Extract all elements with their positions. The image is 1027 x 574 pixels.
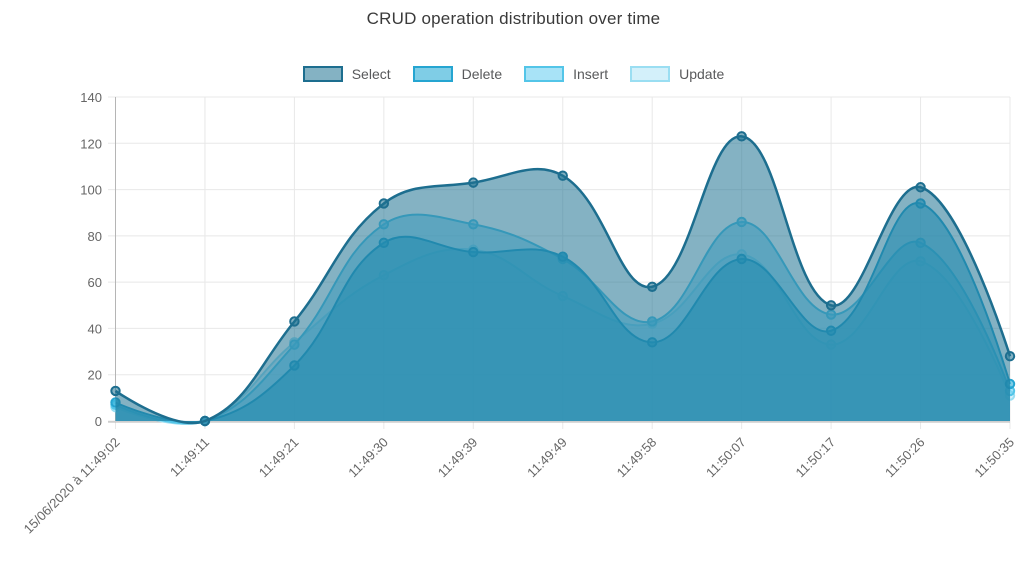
data-point-select[interactable] [825, 300, 837, 311]
x-tick-label: 15/06/2020 à 11:49:02 [21, 435, 123, 537]
legend-swatch-delete [412, 66, 453, 82]
legend-item-insert[interactable]: Insert [524, 66, 608, 82]
x-tick-label: 11:49:49 [524, 435, 570, 481]
y-tick-label: 0 [95, 414, 102, 429]
x-tick-label: 11:50:07 [703, 435, 749, 481]
legend-swatch-select [302, 66, 343, 82]
legend-label: Update [679, 66, 725, 82]
legend-item-update[interactable]: Update [630, 66, 724, 82]
x-tick-label: 11:50:35 [971, 435, 1017, 481]
x-tick-label: 11:50:17 [793, 435, 839, 481]
legend-label: Delete [461, 66, 503, 82]
x-tick-label: 11:50:26 [882, 435, 928, 481]
legend-item-select[interactable]: Select [302, 66, 391, 82]
y-tick-label: 80 [88, 229, 102, 244]
x-tick-label: 11:49:30 [345, 435, 391, 481]
chart-title: CRUD operation distribution over time [366, 9, 661, 28]
data-point-select[interactable] [557, 170, 568, 181]
y-axis-labels: 0 20 40 60 80 100 120 140 [80, 90, 102, 429]
legend-swatch-insert [524, 66, 565, 82]
y-tick-label: 140 [80, 90, 102, 105]
data-point-select[interactable] [110, 385, 121, 397]
series-area-select [115, 136, 1010, 424]
x-axis-labels: 15/06/2020 à 11:49:02 11:49:11 11:49:21 11:… [21, 435, 1017, 537]
x-tick-label: 11:49:39 [435, 435, 481, 481]
x-tick-label: 11:49:58 [614, 435, 660, 481]
y-tick-label: 20 [88, 368, 102, 383]
data-point-select[interactable] [468, 177, 479, 188]
data-point-select[interactable] [647, 281, 658, 292]
y-tick-label: 100 [80, 183, 102, 198]
x-tick-label: 11:49:11 [167, 435, 212, 480]
y-tick-label: 60 [88, 275, 102, 290]
x-tick-label: 11:49:21 [256, 435, 302, 481]
y-tick-label: 120 [80, 136, 102, 151]
legend-label: Insert [573, 66, 609, 82]
data-point-select[interactable] [1004, 351, 1016, 362]
y-tick-label: 40 [88, 321, 102, 336]
plot-area [110, 131, 1016, 427]
data-point-select[interactable] [915, 182, 926, 193]
series-line-select [114, 135, 1012, 425]
data-point-select[interactable] [199, 415, 211, 427]
legend-swatch-update [630, 66, 671, 82]
data-point-select[interactable] [378, 198, 390, 209]
data-point-select[interactable] [289, 316, 300, 327]
series-select [110, 131, 1016, 427]
data-point-select[interactable] [736, 131, 747, 142]
legend-label: Select [351, 66, 391, 82]
chart-legend: Select Delete Insert Update [0, 66, 1027, 82]
legend-item-delete[interactable]: Delete [412, 66, 503, 82]
